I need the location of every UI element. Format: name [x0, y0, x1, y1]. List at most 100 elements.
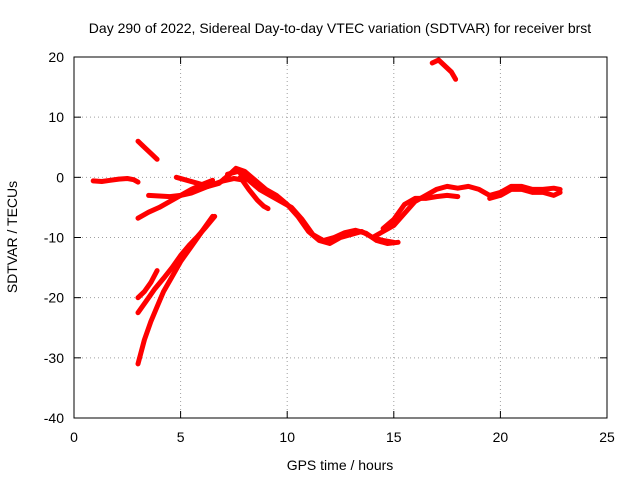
data-point [370, 235, 375, 240]
y-tick-label: 10 [48, 109, 64, 125]
data-point [167, 199, 173, 204]
data-point [216, 181, 222, 186]
data-point [265, 206, 271, 211]
x-tick-label: 25 [599, 429, 615, 445]
data-point [540, 190, 546, 195]
data-point [278, 199, 283, 204]
data-point [453, 77, 458, 82]
data-point [353, 228, 358, 233]
data-point [385, 241, 390, 246]
series-line [146, 176, 248, 200]
data-point [210, 178, 215, 183]
data-point [444, 193, 450, 198]
data-point [442, 63, 448, 69]
data-point [225, 172, 230, 177]
data-point [380, 226, 386, 231]
data-point [321, 238, 326, 243]
data-point [148, 319, 153, 324]
data-point [519, 187, 524, 192]
data-point [135, 179, 141, 185]
data-point [257, 187, 262, 192]
x-tick-label: 10 [279, 429, 295, 445]
data-point [148, 280, 153, 285]
data-point [402, 202, 407, 207]
y-tick-label: -40 [44, 410, 64, 426]
y-tick-label: -10 [44, 230, 64, 246]
data-point [436, 57, 441, 63]
data-point [204, 224, 209, 229]
data-point [206, 184, 211, 189]
data-point [184, 178, 190, 183]
data-point [487, 196, 492, 201]
data-point [154, 268, 160, 273]
data-point [530, 190, 535, 195]
data-point [178, 253, 183, 258]
series-track-2 [135, 138, 160, 162]
data-point [142, 337, 147, 342]
series-track-7 [135, 268, 160, 301]
ticks [73, 56, 608, 419]
data-point [557, 190, 563, 195]
data-point [195, 234, 200, 239]
data-point [246, 187, 251, 192]
data-point [246, 178, 251, 183]
tick-labels: 0 5 10 15 20 25 -40 -30 -20 -10 0 10 20 [44, 49, 615, 445]
data-point [374, 238, 379, 243]
data-point [289, 205, 294, 210]
data-point [255, 198, 260, 203]
data-point [551, 193, 556, 198]
series-track-10 [237, 174, 271, 212]
data-point [508, 187, 514, 192]
data-point [430, 60, 435, 66]
data-point [157, 205, 162, 210]
data-point [144, 298, 149, 303]
y-tick-label: -30 [44, 350, 64, 366]
data-point [157, 193, 162, 199]
series-track-9 [225, 168, 401, 246]
data-point [242, 169, 247, 174]
data-point [455, 194, 460, 199]
data-point [135, 361, 141, 367]
data-point [135, 295, 141, 300]
y-tick-label: 0 [56, 169, 64, 185]
data-point [466, 184, 471, 189]
data-point [331, 235, 337, 240]
data-point [267, 193, 273, 198]
series-line [429, 57, 459, 82]
data-point [161, 289, 166, 294]
data-point [131, 177, 136, 182]
series-line [135, 138, 160, 162]
data-point [154, 157, 160, 162]
data-point [152, 286, 158, 291]
data-point [142, 289, 147, 294]
x-tick-label: 15 [386, 429, 402, 445]
data-point [444, 184, 450, 189]
series-line [135, 213, 218, 316]
data-point [154, 304, 160, 309]
data-point [186, 243, 192, 248]
data-point [108, 178, 113, 183]
data-point [189, 190, 194, 196]
data-point [116, 176, 122, 182]
data-point [161, 276, 166, 281]
data-point [91, 178, 96, 184]
series-line [135, 268, 160, 301]
data-point [299, 217, 305, 222]
data-point [135, 310, 141, 315]
data-point [236, 169, 241, 174]
data-point [363, 231, 369, 236]
data-point [195, 181, 200, 186]
data-point [455, 186, 460, 191]
grid [74, 57, 607, 418]
plot-series [90, 57, 563, 367]
data-point [135, 139, 141, 144]
series-track-1 [90, 176, 141, 185]
data-point [261, 204, 266, 209]
data-point [412, 196, 418, 201]
series-track-14 [429, 57, 459, 82]
data-point [148, 151, 153, 156]
data-point [169, 274, 175, 279]
data-point [199, 186, 205, 191]
data-point [434, 194, 439, 199]
data-point [395, 240, 401, 245]
